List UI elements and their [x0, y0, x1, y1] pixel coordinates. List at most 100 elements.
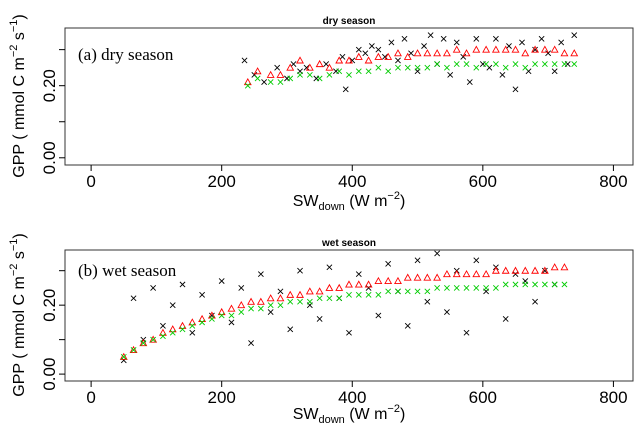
data-point-cross: [444, 309, 450, 315]
data-point-cross: [395, 64, 401, 71]
data-point-triangle: [149, 335, 158, 343]
x-tick-label: 400: [338, 172, 366, 191]
data-point-cross: [434, 285, 441, 291]
data-point-triangle: [462, 49, 471, 57]
data-point-triangle: [266, 70, 275, 78]
data-point-triangle: [374, 52, 383, 60]
data-point-cross: [561, 281, 568, 288]
data-point-cross: [257, 305, 264, 312]
x-tick-label: 0: [86, 172, 95, 191]
data-point-cross: [355, 68, 362, 75]
data-point-cross: [346, 329, 352, 336]
data-point-cross: [274, 64, 281, 71]
data-points: [241, 32, 579, 93]
data-point-triangle: [433, 49, 442, 57]
data-point-cross: [365, 291, 372, 298]
data-point-triangle: [266, 294, 275, 302]
x-tick-label: 200: [208, 388, 236, 407]
data-point-cross: [502, 316, 509, 322]
plot-frame: [64, 27, 634, 166]
data-point-cross: [532, 281, 538, 288]
data-point-cross: [267, 302, 274, 309]
data-point-cross: [466, 79, 473, 85]
data-point-cross: [545, 50, 552, 57]
data-point-cross: [424, 298, 431, 305]
data-point-cross: [473, 285, 480, 291]
data-point-triangle: [472, 45, 481, 53]
data-point-triangle: [178, 321, 187, 329]
data-point-triangle: [325, 63, 334, 71]
data-point-cross: [375, 312, 382, 319]
data-point-cross: [512, 61, 519, 67]
data-point-cross: [385, 288, 392, 295]
data-point-cross: [336, 68, 343, 75]
data-point-cross: [571, 61, 578, 67]
data-point-cross: [463, 61, 470, 67]
data-point-cross: [571, 32, 578, 39]
data-point-cross: [365, 68, 372, 75]
data-point-cross: [502, 64, 509, 71]
data-point-cross: [228, 319, 235, 326]
data-point-cross: [316, 295, 323, 302]
data-point-cross: [228, 312, 235, 319]
data-point-cross: [355, 271, 362, 278]
data-point-cross: [414, 288, 421, 295]
data-point-cross: [541, 61, 548, 67]
data-point-cross: [179, 281, 186, 288]
panel-label: (a) dry season: [78, 45, 174, 64]
data-point-cross: [365, 285, 372, 291]
data-point-cross: [453, 39, 460, 46]
data-point-cross: [355, 46, 362, 53]
data-point-cross: [404, 64, 411, 71]
data-point-cross: [267, 79, 274, 85]
data-point-cross: [453, 285, 460, 291]
data-point-triangle: [129, 345, 138, 353]
data-point-triangle: [491, 45, 500, 53]
data-point-triangle: [462, 270, 471, 278]
data-point-triangle: [296, 56, 304, 64]
data-point-triangle: [482, 270, 491, 278]
data-point-triangle: [335, 56, 344, 64]
data-point-cross: [404, 288, 411, 295]
data-point-triangle: [256, 297, 265, 305]
x-tick-label: 600: [469, 172, 497, 191]
data-point-cross: [257, 271, 264, 278]
data-point-cross: [502, 281, 509, 288]
data-point-cross: [218, 312, 225, 319]
data-point-triangle: [423, 273, 432, 281]
data-point-triangle: [374, 276, 383, 285]
data-point-cross: [404, 322, 411, 329]
data-point-triangle: [442, 270, 451, 278]
data-point-cross: [189, 329, 196, 336]
data-point-cross: [355, 291, 362, 298]
data-point-cross: [424, 64, 431, 71]
data-point-cross: [150, 285, 157, 291]
data-point-cross: [336, 295, 343, 302]
data-point-cross: [512, 271, 519, 278]
plot-frame: [64, 249, 634, 382]
data-point-cross: [150, 336, 157, 343]
data-point-triangle: [403, 273, 412, 281]
panel-title: wet season: [321, 238, 376, 249]
data-point-triangle: [198, 314, 207, 322]
data-point-cross: [558, 39, 565, 46]
data-point-triangle: [296, 290, 304, 298]
data-point-triangle: [540, 45, 549, 53]
data-point-triangle: [286, 63, 295, 71]
data-point-cross: [473, 257, 480, 264]
data-point-cross: [512, 86, 519, 93]
data-point-triangle: [511, 266, 520, 274]
data-point-triangle: [364, 56, 373, 64]
data-point-cross: [277, 288, 284, 295]
data-point-cross: [522, 64, 529, 71]
data-point-triangle: [168, 325, 177, 333]
data-point-triangle: [472, 270, 481, 278]
data-point-cross: [388, 39, 395, 46]
data-point-cross: [346, 291, 352, 298]
data-point-cross: [440, 35, 447, 42]
data-point-triangle: [531, 266, 540, 274]
data-point-cross: [424, 288, 431, 295]
data-point-cross: [244, 82, 251, 89]
data-point-cross: [519, 39, 525, 46]
